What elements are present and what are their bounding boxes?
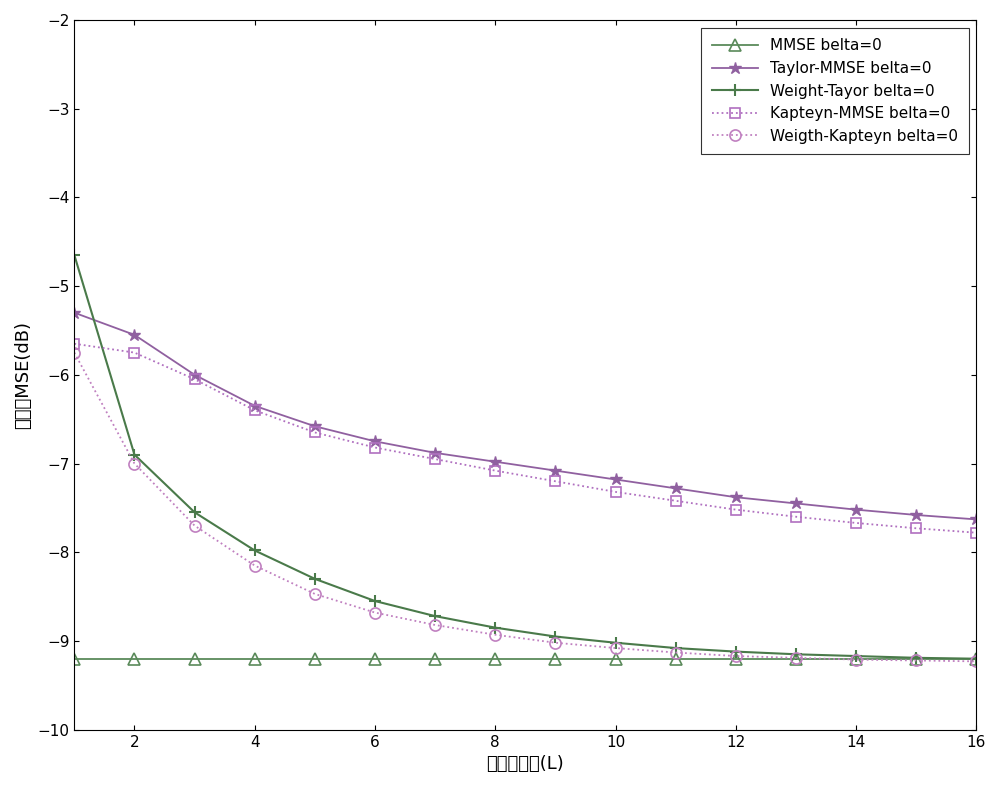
Taylor-MMSE belta=0 xyxy=(369,437,381,446)
Kapteyn-MMSE belta=0 xyxy=(189,375,201,384)
MMSE belta=0 xyxy=(970,654,982,663)
Taylor-MMSE belta=0 xyxy=(309,422,321,431)
Weigth-Kapteyn belta=0 xyxy=(790,653,802,663)
Kapteyn-MMSE belta=0 xyxy=(970,528,982,538)
MMSE belta=0 xyxy=(790,654,802,663)
Taylor-MMSE belta=0 xyxy=(68,308,80,317)
Line: Kapteyn-MMSE belta=0: Kapteyn-MMSE belta=0 xyxy=(69,339,981,538)
MMSE belta=0 xyxy=(489,654,501,663)
Weight-Tayor belta=0 xyxy=(249,545,261,555)
Weight-Tayor belta=0 xyxy=(489,623,501,633)
Weight-Tayor belta=0 xyxy=(730,647,742,656)
MMSE belta=0 xyxy=(68,654,80,663)
Taylor-MMSE belta=0 xyxy=(549,466,561,475)
Weigth-Kapteyn belta=0 xyxy=(730,652,742,661)
Weigth-Kapteyn belta=0 xyxy=(970,656,982,666)
Line: MMSE belta=0: MMSE belta=0 xyxy=(69,653,982,664)
Kapteyn-MMSE belta=0 xyxy=(730,505,742,515)
Weight-Tayor belta=0 xyxy=(670,643,682,652)
Kapteyn-MMSE belta=0 xyxy=(910,523,922,533)
Kapteyn-MMSE belta=0 xyxy=(249,405,261,415)
Y-axis label: 归一化MSE(dB): 归一化MSE(dB) xyxy=(14,321,32,429)
MMSE belta=0 xyxy=(128,654,140,663)
Line: Weigth-Kapteyn belta=0: Weigth-Kapteyn belta=0 xyxy=(69,347,982,667)
MMSE belta=0 xyxy=(610,654,622,663)
Weight-Tayor belta=0 xyxy=(549,632,561,641)
Weight-Tayor belta=0 xyxy=(970,654,982,663)
Line: Taylor-MMSE belta=0: Taylor-MMSE belta=0 xyxy=(68,306,983,526)
Weigth-Kapteyn belta=0 xyxy=(429,620,441,630)
MMSE belta=0 xyxy=(189,654,201,663)
Weigth-Kapteyn belta=0 xyxy=(549,638,561,648)
Weight-Tayor belta=0 xyxy=(369,597,381,606)
Weight-Tayor belta=0 xyxy=(309,575,321,584)
Kapteyn-MMSE belta=0 xyxy=(309,428,321,438)
Weight-Tayor belta=0 xyxy=(189,508,201,517)
Weight-Tayor belta=0 xyxy=(910,653,922,663)
MMSE belta=0 xyxy=(429,654,441,663)
Weigth-Kapteyn belta=0 xyxy=(910,656,922,665)
Weigth-Kapteyn belta=0 xyxy=(489,630,501,640)
Kapteyn-MMSE belta=0 xyxy=(429,454,441,464)
Weigth-Kapteyn belta=0 xyxy=(249,561,261,571)
Weigth-Kapteyn belta=0 xyxy=(369,608,381,617)
MMSE belta=0 xyxy=(670,654,682,663)
Kapteyn-MMSE belta=0 xyxy=(68,339,80,349)
Weight-Tayor belta=0 xyxy=(429,611,441,621)
Weigth-Kapteyn belta=0 xyxy=(128,459,140,468)
Taylor-MMSE belta=0 xyxy=(489,457,501,467)
Weigth-Kapteyn belta=0 xyxy=(850,655,862,664)
Taylor-MMSE belta=0 xyxy=(429,448,441,457)
Kapteyn-MMSE belta=0 xyxy=(489,466,501,475)
Taylor-MMSE belta=0 xyxy=(249,401,261,411)
Line: Weight-Tayor belta=0: Weight-Tayor belta=0 xyxy=(68,249,983,665)
Kapteyn-MMSE belta=0 xyxy=(128,348,140,357)
Taylor-MMSE belta=0 xyxy=(910,510,922,519)
MMSE belta=0 xyxy=(249,654,261,663)
Weigth-Kapteyn belta=0 xyxy=(68,348,80,357)
Taylor-MMSE belta=0 xyxy=(970,515,982,524)
Weight-Tayor belta=0 xyxy=(610,638,622,648)
Weight-Tayor belta=0 xyxy=(790,649,802,659)
Taylor-MMSE belta=0 xyxy=(610,475,622,484)
Kapteyn-MMSE belta=0 xyxy=(369,443,381,453)
Kapteyn-MMSE belta=0 xyxy=(670,496,682,505)
Weigth-Kapteyn belta=0 xyxy=(610,643,622,652)
Taylor-MMSE belta=0 xyxy=(790,499,802,508)
X-axis label: 多项式阶数(L): 多项式阶数(L) xyxy=(486,755,564,773)
MMSE belta=0 xyxy=(309,654,321,663)
Taylor-MMSE belta=0 xyxy=(730,493,742,502)
Weight-Tayor belta=0 xyxy=(850,652,862,661)
Weight-Tayor belta=0 xyxy=(68,250,80,260)
MMSE belta=0 xyxy=(910,654,922,663)
Taylor-MMSE belta=0 xyxy=(189,370,201,379)
Taylor-MMSE belta=0 xyxy=(670,484,682,493)
MMSE belta=0 xyxy=(549,654,561,663)
Weigth-Kapteyn belta=0 xyxy=(309,589,321,599)
Weigth-Kapteyn belta=0 xyxy=(189,521,201,530)
MMSE belta=0 xyxy=(730,654,742,663)
Weight-Tayor belta=0 xyxy=(128,450,140,460)
Kapteyn-MMSE belta=0 xyxy=(850,519,862,528)
Kapteyn-MMSE belta=0 xyxy=(549,477,561,486)
Legend: MMSE belta=0, Taylor-MMSE belta=0, Weight-Tayor belta=0, Kapteyn-MMSE belta=0, W: MMSE belta=0, Taylor-MMSE belta=0, Weigh… xyxy=(701,28,969,154)
Taylor-MMSE belta=0 xyxy=(128,330,140,339)
Kapteyn-MMSE belta=0 xyxy=(790,512,802,522)
Weigth-Kapteyn belta=0 xyxy=(670,648,682,657)
MMSE belta=0 xyxy=(369,654,381,663)
MMSE belta=0 xyxy=(850,654,862,663)
Kapteyn-MMSE belta=0 xyxy=(610,487,622,497)
Taylor-MMSE belta=0 xyxy=(850,505,862,515)
